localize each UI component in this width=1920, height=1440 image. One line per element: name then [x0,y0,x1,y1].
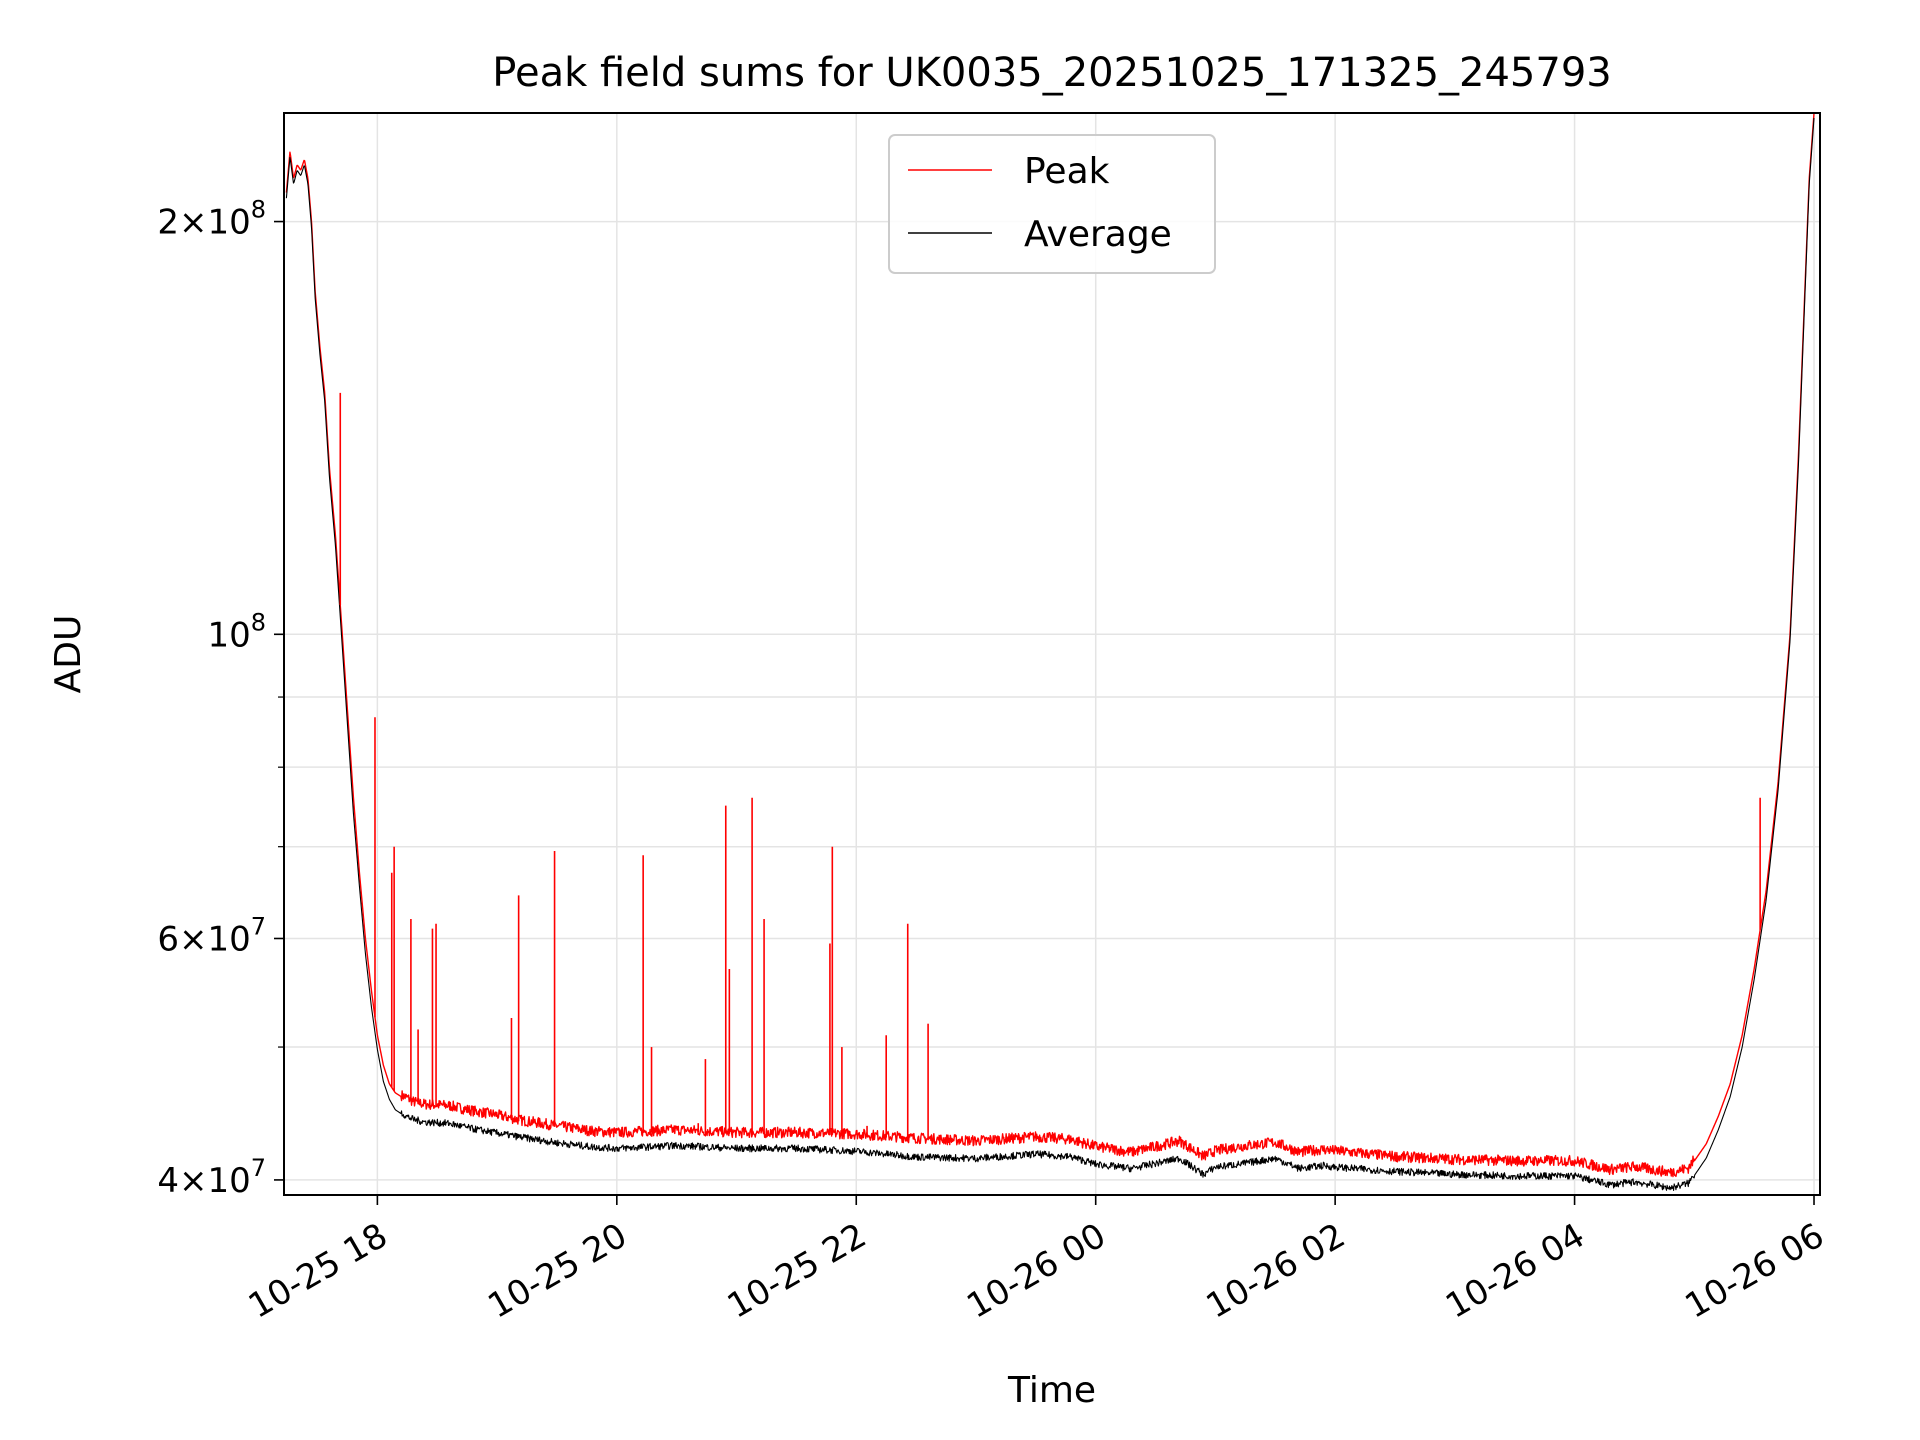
x-axis: 10-25 18 10-25 20 10-25 22 10-26 00 10-26 02… [242,1195,1831,1327]
series-line-average [285,117,1815,1191]
legend: Peak Average [888,134,1216,274]
x-tick-label: 10-26 00 [960,1216,1112,1327]
x-tick-label: 10-26 02 [1200,1216,1352,1327]
legend-average-label: Average [1024,214,1172,255]
x-tick-label: 10-26 06 [1679,1216,1831,1327]
plot-series [285,113,1815,1191]
x-axis-label: Time [1007,1370,1096,1411]
y-tick-label: 108 [207,608,266,655]
grid [284,113,1820,1195]
series-line-peak [285,113,1815,1178]
y-tick-label: 6×107 [157,912,266,959]
plot-frame [283,112,1821,1196]
legend-peak-label: Peak [1024,151,1110,192]
x-tick-label: 10-25 18 [242,1216,394,1327]
x-tick-label: 10-26 04 [1439,1216,1591,1327]
x-tick-label: 10-25 20 [481,1216,633,1327]
y-tick-label: 2×108 [157,196,266,243]
y-axis: 4×107 6×107 108 2×108 [157,196,284,1201]
y-tick-label: 4×107 [157,1154,266,1201]
x-tick-label: 10-25 22 [721,1216,873,1327]
chart-title: Peak field sums for UK0035_20251025_1713… [492,50,1611,96]
y-axis-label: ADU [48,615,89,694]
